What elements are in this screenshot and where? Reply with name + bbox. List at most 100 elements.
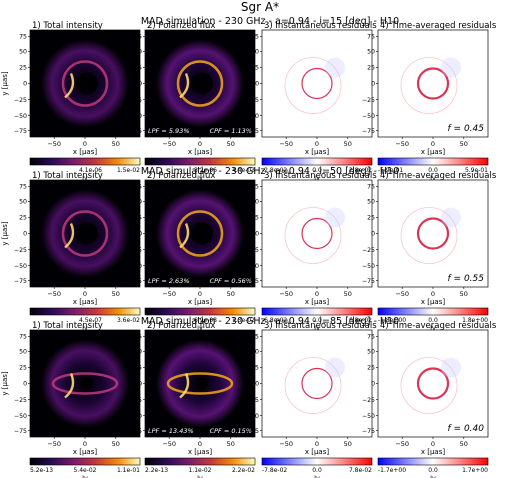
x-axis-label: x [μas]	[421, 448, 445, 456]
x-tick-label: −50	[279, 440, 293, 448]
colorbar-tick-label: 4.4e-03	[232, 167, 255, 174]
y-tick-label: −25	[14, 97, 27, 104]
y-tick-label: −75	[14, 278, 27, 285]
x-tick-label: −50	[162, 140, 176, 148]
figure-row: MAD simulation - 230 GHz - a=0.94 - i=85…	[1, 316, 497, 478]
y-tick-label: −25	[14, 247, 27, 254]
y-tick-label: 50	[134, 349, 142, 356]
colorbar-unit: Jy	[81, 474, 88, 478]
residual-patch	[325, 57, 345, 78]
y-tick-label: 75	[19, 184, 27, 191]
x-tick-label: 0	[315, 290, 319, 298]
y-tick-label: −75	[362, 128, 375, 135]
residual-halo	[284, 207, 342, 264]
colorbar-unit: Jy	[313, 174, 320, 182]
cpf-label: CPF = 1.13%	[210, 127, 252, 135]
colorbar-tick-label: 4.5e-07	[79, 317, 102, 324]
x-axis-label: x [μas]	[421, 148, 445, 156]
y-tick-label: 0	[255, 231, 259, 238]
colorbar-tick-label: 1.7e+00	[462, 467, 488, 474]
y-tick-label: −50	[246, 263, 259, 270]
panel-resid: 3) Instantaneous residuals −50 0 50 x [μas] 7…	[246, 21, 377, 182]
emission-ring	[61, 210, 109, 257]
y-tick-label: −50	[14, 263, 27, 270]
x-tick-label: 0	[315, 440, 319, 448]
y-tick-label: −25	[246, 397, 259, 404]
image-frame	[261, 29, 373, 138]
panel-title: 1) Total intensity	[32, 21, 103, 31]
y-tick-label: 75	[19, 34, 27, 41]
y-tick-label: −25	[246, 97, 259, 104]
x-tick-label: 0	[198, 440, 202, 448]
x-tick-label: 0	[83, 140, 87, 148]
colorbar-tick-label: 1.1e-01	[117, 467, 140, 474]
y-tick-label: 25	[251, 215, 259, 222]
figure-title: Sgr A*	[241, 0, 279, 14]
colorbar-unit: Jy	[429, 474, 436, 478]
x-axis-label: x [μas]	[73, 148, 97, 156]
x-tick-label: 0	[198, 140, 202, 148]
bright-arc	[179, 73, 190, 99]
x-tick-label: −50	[162, 440, 176, 448]
figure-row: MAD simulation - 230 GHz - a=0.94 - i=15…	[1, 16, 497, 182]
x-tick-label: −50	[279, 140, 293, 148]
y-tick-label: 25	[19, 365, 27, 372]
y-tick-label: −50	[362, 413, 375, 420]
cpf-label: CPF = 0.15%	[210, 427, 252, 435]
panel-title: 4) Time-averaged residuals	[380, 21, 497, 31]
colorbar-tick-label: 1.5e-02	[117, 167, 140, 174]
x-axis-label: x [μas]	[73, 298, 97, 306]
y-tick-label: 75	[251, 334, 259, 341]
y-tick-label: 0	[371, 231, 375, 238]
y-tick-label: 75	[134, 334, 142, 341]
y-tick-label: −50	[362, 263, 375, 270]
y-tick-label: −75	[129, 128, 142, 135]
colorbar-tick-label: 5.4e-02	[73, 467, 96, 474]
panel-title: 1) Total intensity	[32, 171, 103, 181]
x-tick-label: 50	[112, 290, 120, 298]
panel-title: 1) Total intensity	[32, 321, 103, 331]
residual-patch	[325, 207, 345, 228]
colorbar	[29, 457, 141, 466]
x-tick-label: 50	[460, 290, 468, 298]
x-axis-label: x [μas]	[188, 148, 212, 156]
y-tick-label: 0	[23, 381, 27, 388]
colorbar	[261, 307, 373, 316]
x-tick-label: 50	[227, 440, 235, 448]
y-tick-label: 0	[138, 231, 142, 238]
x-axis-label: x [μas]	[421, 298, 445, 306]
x-axis-label: x [μas]	[188, 298, 212, 306]
y-tick-label: 25	[134, 365, 142, 372]
y-tick-label: 25	[251, 365, 259, 372]
colorbar-unit: Jy	[313, 324, 320, 332]
y-tick-label: −75	[129, 428, 142, 435]
bright-arc	[64, 73, 75, 99]
y-tick-label: 25	[19, 215, 27, 222]
x-tick-label: −50	[162, 290, 176, 298]
colorbar-tick-label: -2.8e-02	[262, 167, 287, 174]
y-tick-label: −50	[129, 263, 142, 270]
colorbar-tick-label: 1.1e-02	[188, 467, 211, 474]
colorbar-tick-label: 5.2e-13	[30, 467, 53, 474]
y-tick-label: 0	[371, 381, 375, 388]
y-tick-label: 0	[371, 81, 375, 88]
y-axis-label: y [μas]	[1, 371, 9, 395]
lpf-label: LPF = 2.63%	[148, 277, 190, 285]
panel-resid: 3) Instantaneous residuals −50 0 50 x [μas] 7…	[246, 321, 377, 478]
colorbar-tick-label: 1.3e-02	[232, 317, 255, 324]
x-axis-label: x [μas]	[188, 448, 212, 456]
emission-ring	[51, 372, 119, 395]
lpf-label: LPF = 5.93%	[148, 127, 190, 135]
residual-halo	[400, 207, 458, 264]
bright-arc	[64, 223, 75, 249]
colorbar-tick-label: 2.2e-13	[145, 467, 168, 474]
y-tick-label: 50	[19, 49, 27, 56]
colorbar	[144, 457, 256, 466]
colorbar	[29, 307, 141, 316]
bright-arc	[179, 373, 190, 399]
colorbar-tick-label: 0.0	[428, 317, 438, 324]
colorbar-unit: Jy	[81, 174, 88, 182]
y-tick-label: −75	[246, 428, 259, 435]
x-tick-label: 50	[344, 140, 352, 148]
